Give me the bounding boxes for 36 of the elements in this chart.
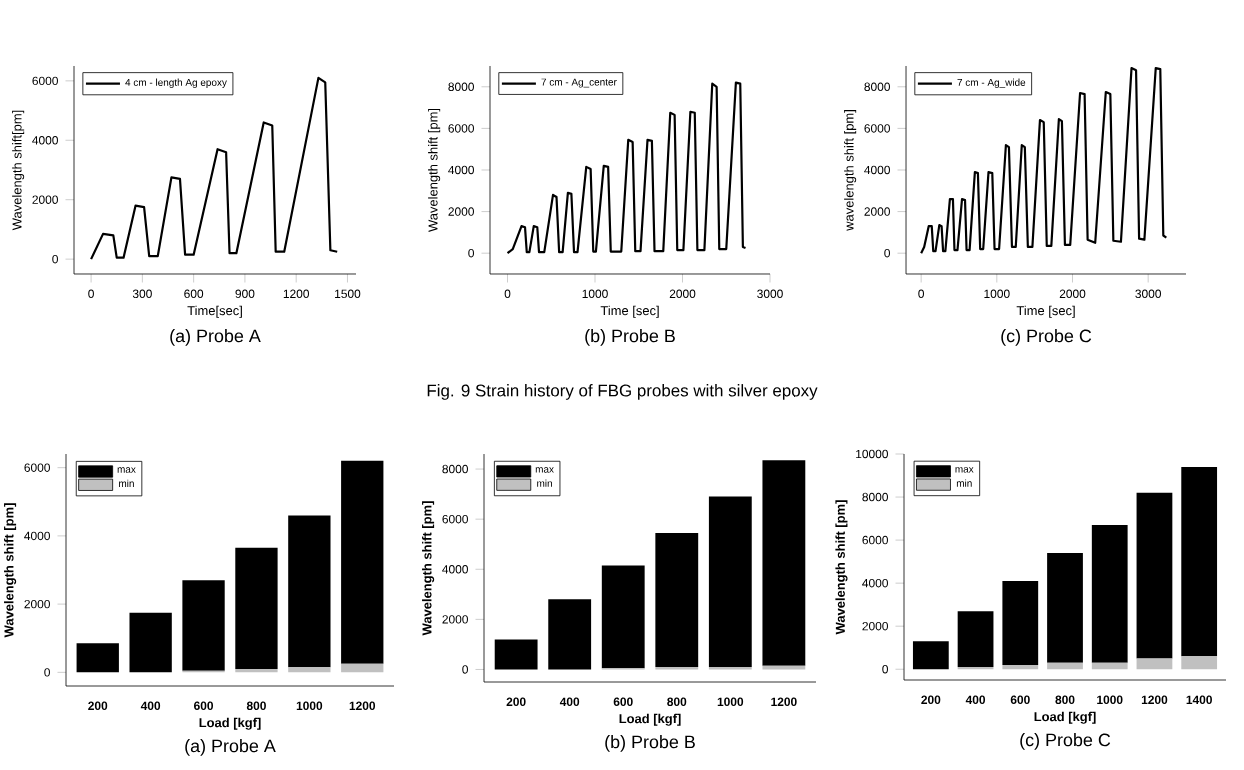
bar xyxy=(288,667,331,673)
text: (c) Probe C xyxy=(1020,733,1111,750)
bar xyxy=(494,639,538,670)
bar xyxy=(1002,580,1039,665)
line-series xyxy=(506,81,747,255)
bar xyxy=(762,460,806,666)
caption: Fig. 9 Strain history of FBG probes with silver epoxy xyxy=(427,384,818,400)
bar xyxy=(601,565,645,669)
text: (a) Probe A xyxy=(170,329,261,346)
bar xyxy=(1136,492,1173,659)
bar xyxy=(288,515,331,668)
bar xyxy=(1181,656,1218,670)
bar xyxy=(1091,525,1128,663)
bar xyxy=(655,532,699,667)
bar xyxy=(708,496,752,667)
line-series xyxy=(89,76,339,261)
bar xyxy=(235,547,278,669)
text: (a) Probe A xyxy=(185,739,276,756)
text: (b) Probe B xyxy=(605,735,695,752)
text: (c) Probe C xyxy=(1001,329,1092,346)
line-series xyxy=(920,66,1168,255)
bar xyxy=(182,580,225,671)
bar xyxy=(1002,664,1039,670)
bar xyxy=(1181,466,1218,657)
bar xyxy=(957,611,994,668)
bar xyxy=(129,612,172,673)
bar xyxy=(1047,662,1083,670)
text: (b) Probe B xyxy=(585,329,675,346)
bar xyxy=(1091,662,1128,670)
bar xyxy=(1136,658,1173,670)
bar xyxy=(341,460,384,664)
bar xyxy=(912,641,949,670)
bar xyxy=(1047,553,1083,663)
bar xyxy=(341,663,384,673)
bar xyxy=(76,643,119,673)
bar xyxy=(548,599,592,670)
